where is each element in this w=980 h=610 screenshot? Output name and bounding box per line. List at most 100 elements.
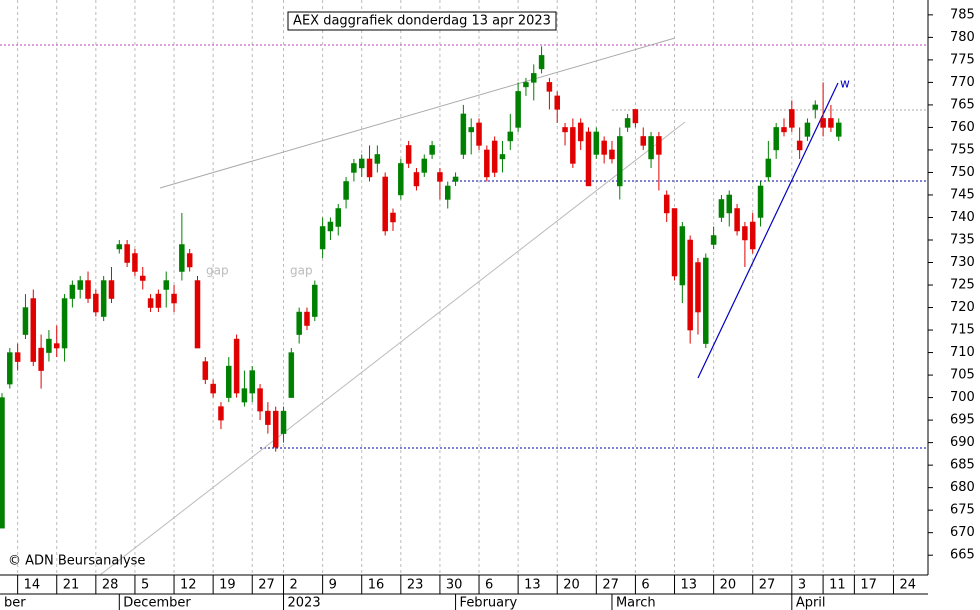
- candle-body: [710, 235, 717, 245]
- y-tick-label: 685: [950, 458, 975, 473]
- annotation: gap: [206, 264, 229, 278]
- candle-body: [624, 118, 631, 128]
- y-tick-label: 785: [950, 7, 975, 22]
- trend-line: [99, 121, 686, 576]
- x-tick-label: 17: [860, 578, 877, 593]
- annotation: gap: [290, 264, 313, 278]
- x-tick-label: 27: [759, 578, 776, 593]
- candle-body: [312, 284, 318, 317]
- chart-title: AEX daggrafiek donderdag 13 apr 2023: [293, 14, 551, 29]
- candle-body: [30, 298, 37, 362]
- candle-body: [444, 185, 451, 200]
- candle-body: [249, 370, 255, 394]
- candle-body: [796, 140, 803, 151]
- candle-body: [468, 127, 474, 133]
- trend-line: [697, 82, 839, 379]
- candle-body: [272, 410, 279, 448]
- candle-body: [226, 365, 232, 398]
- candle-body: [718, 199, 725, 218]
- x-tick-label: 23: [407, 578, 424, 593]
- x-tick-label: 21: [63, 578, 80, 593]
- candle-body: [726, 194, 733, 214]
- candle-body: [14, 352, 21, 362]
- title-box: [287, 11, 557, 31]
- candle-body: [538, 55, 545, 70]
- x-tick-label: 16: [368, 578, 385, 593]
- y-tick-label: 760: [950, 120, 975, 135]
- candle-body: [210, 383, 216, 394]
- y-tick-label: 710: [950, 345, 975, 360]
- y-tick-label: 690: [950, 435, 975, 450]
- grid: [17, 0, 894, 575]
- x-tick-label: 14: [24, 578, 41, 593]
- candle-body: [280, 410, 287, 434]
- candle-body: [585, 131, 592, 187]
- candle-body: [171, 293, 177, 304]
- x-tick-label: 11: [829, 578, 846, 593]
- month-label: March: [616, 596, 656, 610]
- y-tick-label: 720: [950, 300, 975, 315]
- candle-body: [194, 280, 201, 349]
- candle-body: [124, 244, 130, 263]
- candle-body: [366, 158, 373, 178]
- candle-body: [452, 176, 459, 182]
- x-tick-label: 30: [446, 578, 463, 593]
- candle-body: [69, 284, 76, 299]
- candle-body: [663, 194, 670, 214]
- trend-line: [159, 37, 676, 189]
- x-tick-label: 5: [141, 578, 149, 593]
- candle-body: [531, 73, 537, 83]
- candle-body: [382, 176, 388, 232]
- candle-body: [617, 136, 623, 187]
- candle-body: [398, 163, 404, 196]
- candle-body: [108, 280, 115, 299]
- candle-body: [835, 122, 842, 137]
- x-tick-label: 20: [720, 578, 737, 593]
- candle-body: [632, 109, 639, 124]
- y-tick-label: 665: [950, 548, 975, 563]
- candle-body: [609, 149, 615, 160]
- candle-body: [390, 212, 396, 223]
- candle-body: [343, 181, 349, 200]
- candle-body: [812, 104, 819, 110]
- candle-body: [749, 221, 756, 250]
- candle-body: [241, 388, 248, 403]
- month-label: ber: [4, 596, 26, 610]
- candle-body: [202, 361, 209, 380]
- candle-body: [484, 149, 490, 178]
- x-tick-label: 3: [798, 578, 806, 593]
- candle-body: [257, 388, 263, 412]
- candle-body: [186, 253, 193, 268]
- candle-body: [100, 280, 107, 317]
- y-tick-label: 670: [950, 525, 975, 540]
- x-tick-label: 19: [219, 578, 236, 593]
- x-tick-label: 6: [485, 578, 493, 593]
- candle-body: [163, 280, 169, 290]
- y-tick-label: 755: [950, 142, 975, 157]
- candle-body: [374, 154, 381, 164]
- y-tick-label: 695: [950, 413, 975, 428]
- month-label: April: [796, 596, 826, 610]
- candle-body: [640, 136, 646, 146]
- candle-body: [77, 280, 83, 290]
- x-tick-label: 24: [899, 578, 916, 593]
- y-tick-label: 765: [950, 97, 975, 112]
- candle-body: [358, 158, 365, 169]
- month-label: February: [460, 596, 518, 610]
- x-tick-label: 13: [681, 578, 698, 593]
- candle-body: [476, 122, 482, 146]
- candle-body: [132, 253, 138, 272]
- candle-body: [405, 145, 412, 164]
- candle-body: [38, 347, 44, 371]
- candle-body: [61, 298, 68, 349]
- candle-body: [53, 343, 60, 349]
- candle-body: [593, 131, 600, 155]
- candle-body: [429, 145, 435, 155]
- candle-body: [789, 109, 795, 128]
- candle-body: [116, 244, 123, 250]
- candle-body: [140, 275, 146, 281]
- copyright: © ADN Beursanalyse: [8, 554, 145, 569]
- x-tick-label: 28: [102, 578, 119, 593]
- candle-body: [757, 185, 764, 218]
- candle-body: [296, 311, 302, 335]
